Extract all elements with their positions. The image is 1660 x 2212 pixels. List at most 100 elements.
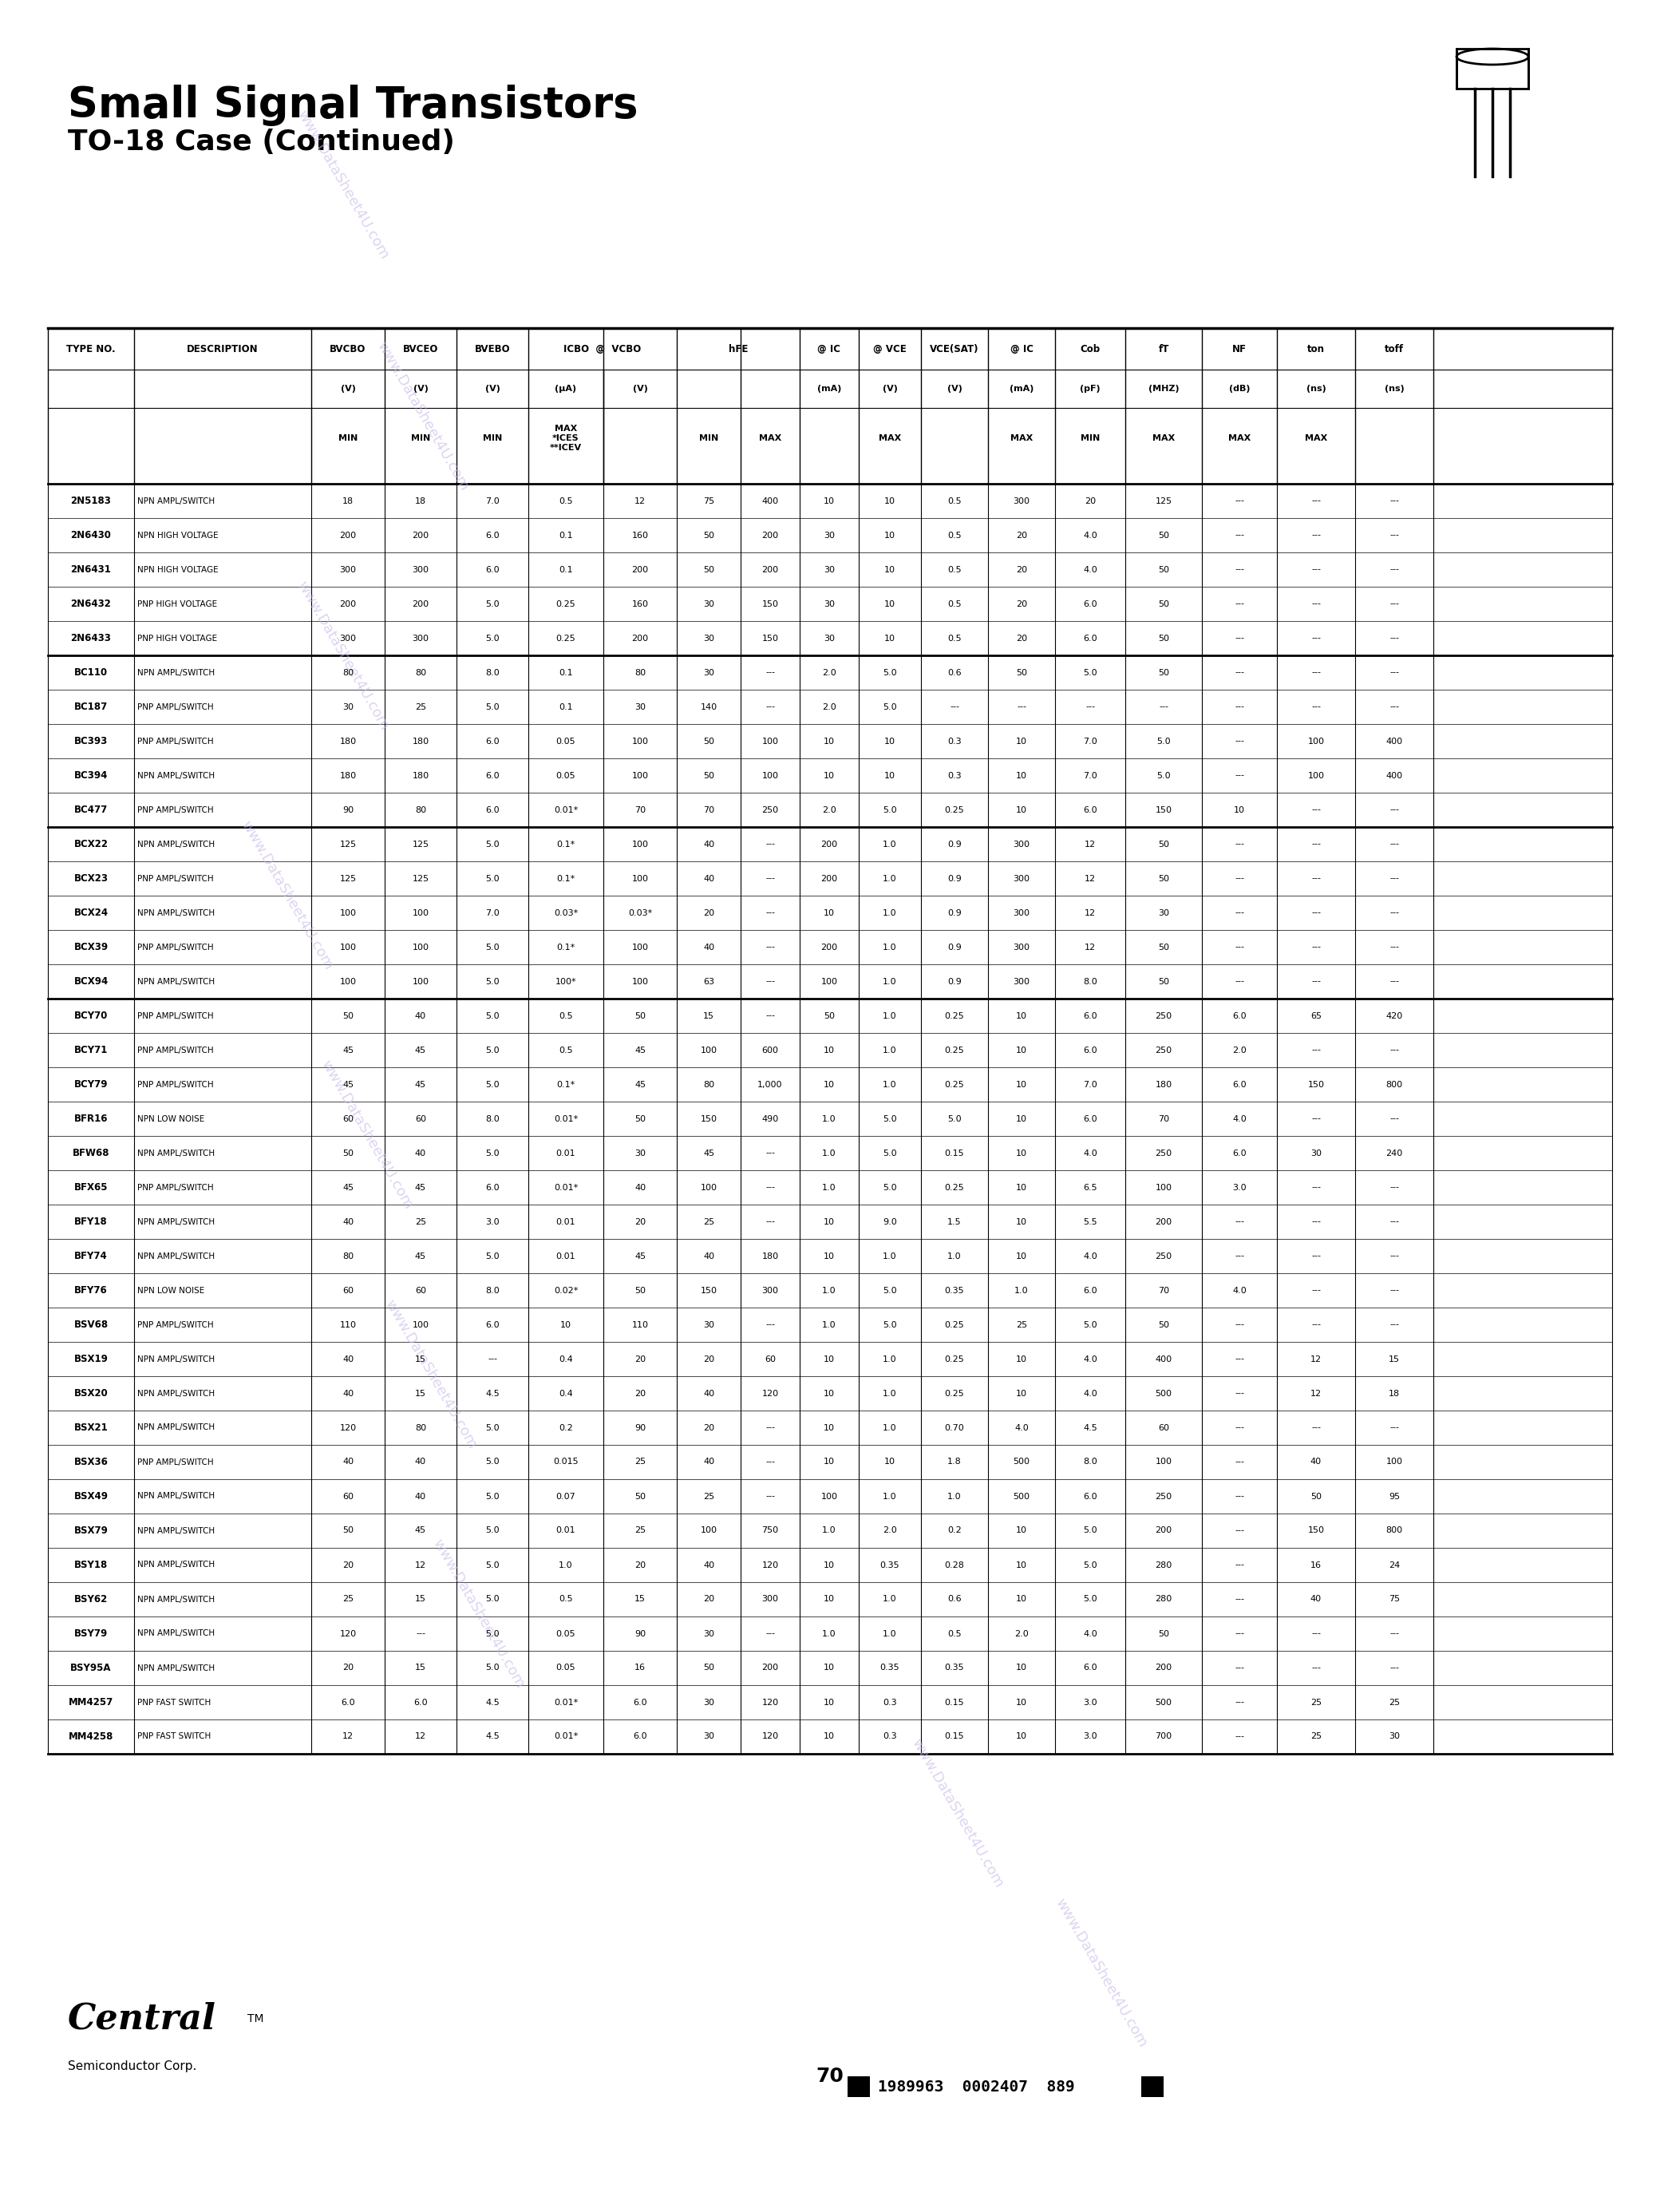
- Text: 5.0: 5.0: [485, 1252, 500, 1261]
- Text: 6.0: 6.0: [1082, 1115, 1097, 1124]
- Text: 100: 100: [762, 772, 779, 779]
- Text: NPN AMPL/SWITCH: NPN AMPL/SWITCH: [138, 1252, 214, 1261]
- Text: 75: 75: [1389, 1595, 1399, 1604]
- Text: 125: 125: [1155, 498, 1172, 504]
- Text: 30: 30: [634, 1148, 646, 1157]
- Text: 300: 300: [1013, 909, 1029, 916]
- Text: 0.25: 0.25: [556, 635, 576, 641]
- Text: 12: 12: [1084, 874, 1096, 883]
- Text: 45: 45: [342, 1079, 354, 1088]
- Text: PNP HIGH VOLTAGE: PNP HIGH VOLTAGE: [138, 599, 217, 608]
- Text: 0.1: 0.1: [559, 531, 573, 540]
- Text: ---: ---: [415, 1630, 425, 1637]
- Text: 60: 60: [342, 1115, 354, 1124]
- Text: 0.01*: 0.01*: [554, 1183, 578, 1192]
- Text: 10: 10: [1016, 1526, 1028, 1535]
- Text: PNP HIGH VOLTAGE: PNP HIGH VOLTAGE: [138, 635, 217, 641]
- Text: 50: 50: [823, 1011, 835, 1020]
- Text: 90: 90: [634, 1425, 646, 1431]
- Text: 5.0: 5.0: [1157, 772, 1170, 779]
- Text: 10: 10: [1016, 1562, 1028, 1568]
- Text: 20: 20: [1016, 635, 1028, 641]
- Text: 12: 12: [415, 1732, 427, 1741]
- Text: 30: 30: [823, 531, 835, 540]
- Text: BSX19: BSX19: [75, 1354, 108, 1365]
- Text: 50: 50: [342, 1526, 354, 1535]
- Text: PNP AMPL/SWITCH: PNP AMPL/SWITCH: [138, 1183, 214, 1192]
- Text: ---: ---: [1235, 1389, 1245, 1398]
- Text: 2.0: 2.0: [883, 1526, 896, 1535]
- Text: 12: 12: [1310, 1356, 1321, 1363]
- Text: 100: 100: [1386, 1458, 1403, 1467]
- Text: 10: 10: [885, 531, 895, 540]
- Text: 20: 20: [1016, 599, 1028, 608]
- Text: ---: ---: [1389, 668, 1399, 677]
- Text: ---: ---: [765, 1630, 775, 1637]
- Text: 0.5: 0.5: [948, 599, 961, 608]
- Text: 7.0: 7.0: [1082, 1079, 1097, 1088]
- Text: 5.0: 5.0: [485, 1458, 500, 1467]
- Text: NPN HIGH VOLTAGE: NPN HIGH VOLTAGE: [138, 531, 219, 540]
- Bar: [848, 2077, 870, 2097]
- Text: 100: 100: [701, 1526, 717, 1535]
- Text: 4.0: 4.0: [1082, 1356, 1097, 1363]
- Text: MM4257: MM4257: [68, 1697, 113, 1708]
- Text: 5.0: 5.0: [1082, 1562, 1097, 1568]
- Text: 10: 10: [823, 1046, 835, 1055]
- Text: 700: 700: [1155, 1732, 1172, 1741]
- Text: 40: 40: [704, 1252, 714, 1261]
- Text: 4.5: 4.5: [1082, 1425, 1097, 1431]
- Text: 5.0: 5.0: [1082, 1321, 1097, 1329]
- Text: ton: ton: [1308, 343, 1325, 354]
- Text: MAX
*ICES
**ICEV: MAX *ICES **ICEV: [549, 425, 583, 451]
- Text: ---: ---: [1311, 1425, 1321, 1431]
- Text: 40: 40: [342, 1458, 354, 1467]
- Text: 5.0: 5.0: [883, 703, 896, 710]
- Text: NPN AMPL/SWITCH: NPN AMPL/SWITCH: [138, 1219, 214, 1225]
- Text: 5.0: 5.0: [485, 635, 500, 641]
- Text: 2.0: 2.0: [1232, 1046, 1247, 1055]
- Text: 50: 50: [1159, 1321, 1169, 1329]
- Text: BSY95A: BSY95A: [70, 1663, 111, 1672]
- Text: 30: 30: [704, 1630, 714, 1637]
- Text: 2N6431: 2N6431: [71, 564, 111, 575]
- Text: 0.05: 0.05: [556, 772, 576, 779]
- Text: 0.25: 0.25: [945, 1079, 964, 1088]
- Text: 20: 20: [704, 1595, 714, 1604]
- Text: 100: 100: [340, 909, 357, 916]
- Text: 8.0: 8.0: [1082, 1458, 1097, 1467]
- Text: 12: 12: [1084, 942, 1096, 951]
- Text: 240: 240: [1386, 1148, 1403, 1157]
- Text: 1.0: 1.0: [883, 942, 896, 951]
- Text: ---: ---: [1235, 1356, 1245, 1363]
- Text: 25: 25: [1389, 1699, 1399, 1705]
- Text: 120: 120: [762, 1732, 779, 1741]
- Text: 0.5: 0.5: [948, 566, 961, 573]
- Text: ---: ---: [1235, 1562, 1245, 1568]
- Text: 100: 100: [1308, 772, 1325, 779]
- Text: PNP AMPL/SWITCH: PNP AMPL/SWITCH: [138, 1011, 214, 1020]
- Text: 3.0: 3.0: [1082, 1732, 1097, 1741]
- Text: 2.0: 2.0: [822, 703, 837, 710]
- Text: 20: 20: [704, 1356, 714, 1363]
- Text: 2.0: 2.0: [822, 805, 837, 814]
- Text: 2.0: 2.0: [822, 668, 837, 677]
- Text: 40: 40: [704, 1562, 714, 1568]
- Text: 50: 50: [1159, 599, 1169, 608]
- Text: 180: 180: [412, 737, 428, 745]
- Text: ---: ---: [1235, 1595, 1245, 1604]
- Text: BC393: BC393: [75, 737, 108, 745]
- Text: 180: 180: [340, 737, 357, 745]
- Text: 0.28: 0.28: [945, 1562, 964, 1568]
- Text: ---: ---: [1235, 1252, 1245, 1261]
- Text: 7.0: 7.0: [1082, 772, 1097, 779]
- Text: 5.0: 5.0: [485, 1046, 500, 1055]
- Text: 1.0: 1.0: [822, 1183, 837, 1192]
- Text: 80: 80: [342, 1252, 354, 1261]
- Text: 5.0: 5.0: [485, 1493, 500, 1500]
- Text: 10: 10: [1016, 1148, 1028, 1157]
- Text: ---: ---: [1389, 874, 1399, 883]
- Text: 10: 10: [1016, 1699, 1028, 1705]
- Text: 100: 100: [412, 1321, 428, 1329]
- Bar: [1142, 2077, 1164, 2097]
